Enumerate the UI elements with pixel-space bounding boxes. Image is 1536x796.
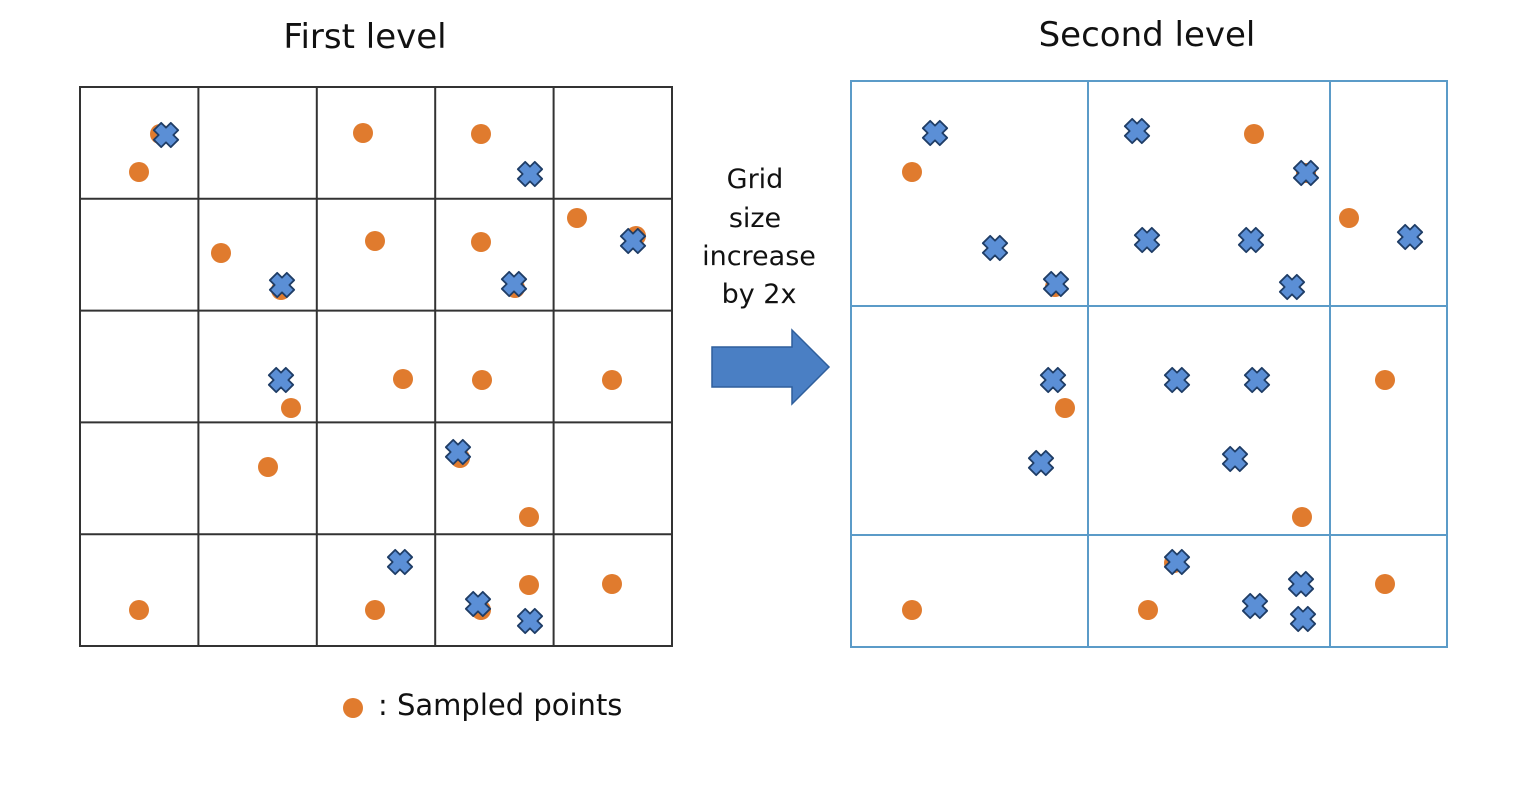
sampled-point [1138,600,1158,620]
sampled-point [567,208,587,228]
sampled-point [353,123,373,143]
sampled-point [902,600,922,620]
second-level-grid [850,80,1448,648]
first-level-points [129,121,647,635]
grid-border [79,86,673,647]
cross-marker-icon [1396,223,1424,251]
sampled-point [393,369,413,389]
sampled-point [1339,208,1359,228]
first-level-title: First level [283,17,446,57]
right-arrow-icon [711,328,831,406]
sampled-point [519,507,539,527]
sampled-point [519,575,539,595]
cross-marker-icon [1123,117,1151,145]
cross-marker-icon [1163,548,1191,576]
cross-marker-icon [1241,592,1269,620]
cross-marker-icon [152,121,180,149]
cross-marker-icon [921,119,949,147]
sampled-point [129,600,149,620]
cross-marker-icon [981,234,1009,262]
sampled-point [1375,370,1395,390]
sampled-point [258,457,278,477]
sampled-point [281,398,301,418]
legend-label: : Sampled points [378,688,622,722]
cross-marker-icon [1039,366,1067,394]
cross-marker-icon [1243,366,1271,394]
cross-marker-icon [464,590,492,618]
grid-border [850,80,1448,648]
sampled-point [365,231,385,251]
cross-marker-icon [516,607,544,635]
cross-marker-icon [1221,445,1249,473]
sampled-point [365,600,385,620]
legend: : Sampled points [343,688,622,722]
cross-marker-icon [1163,366,1191,394]
cross-marker-icon [1287,570,1315,598]
first-level-grid [79,86,673,647]
sampled-point [1375,574,1395,594]
sampled-point [602,574,622,594]
cross-marker-icon [1278,273,1306,301]
sampled-point [1244,124,1264,144]
cross-marker-icon [386,548,414,576]
sampled-point [129,162,149,182]
cross-marker-icon [619,227,647,255]
sampled-point [1055,398,1075,418]
cross-marker-icon [1027,449,1055,477]
sampled-point-legend-marker [343,698,363,718]
cross-marker-icon [1237,226,1265,254]
label-line-4: by 2x [722,279,797,310]
sampled-point [472,370,492,390]
sampled-point [471,232,491,252]
cross-marker-icon [516,160,544,188]
sampled-point [471,124,491,144]
grid-size-label: Grid size increase by 2x [702,164,816,310]
label-line-2: size [729,203,781,234]
sampled-point [211,243,231,263]
cross-marker-icon [1289,605,1317,633]
cross-marker-icon [268,271,296,299]
cross-marker-icon [500,270,528,298]
cross-marker-icon [1042,270,1070,298]
cross-marker-icon [1133,226,1161,254]
second-level-points [902,117,1424,633]
second-level-title: Second level [1039,15,1256,55]
sampled-point [902,162,922,182]
sampled-point [602,370,622,390]
cross-marker-icon [267,366,295,394]
label-line-3: increase [702,241,816,272]
cross-marker-icon [1292,159,1320,187]
sampled-point [1292,507,1312,527]
label-line-1: Grid [727,164,784,195]
cross-marker-icon [444,438,472,466]
